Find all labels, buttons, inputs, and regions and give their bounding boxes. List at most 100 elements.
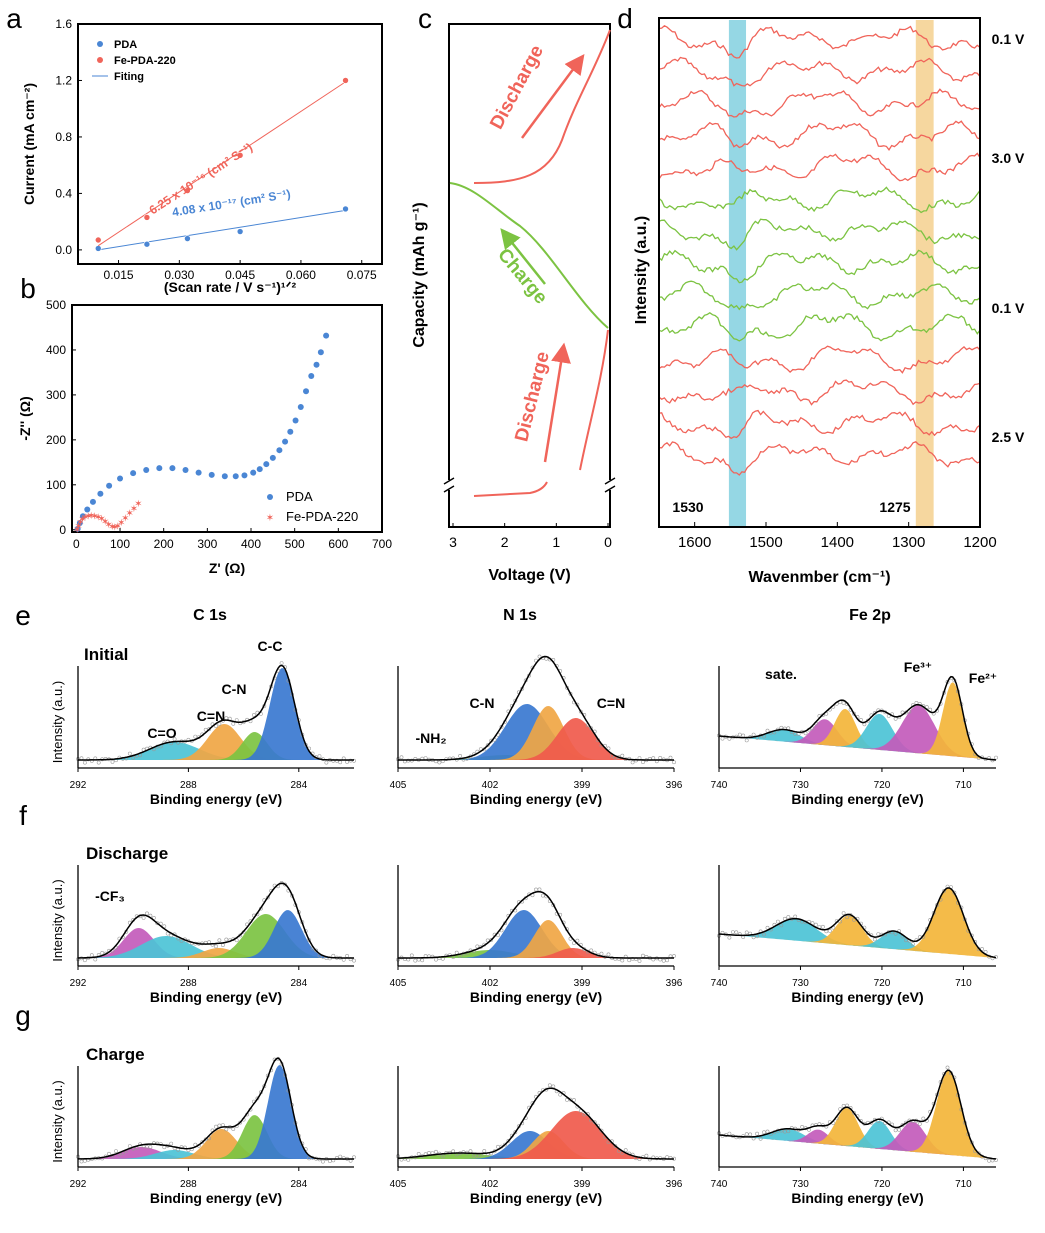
raw-data-point — [980, 947, 985, 951]
x-tick-label: 740 — [711, 780, 728, 791]
discharge-curve-bottom-b — [579, 329, 609, 471]
raw-data-point — [485, 743, 490, 748]
raw-data-point — [814, 922, 818, 927]
raw-data-point — [427, 1151, 431, 1155]
raw-data-point — [758, 1136, 763, 1141]
fitted-peak — [719, 915, 996, 958]
raw-data-point — [334, 758, 339, 763]
fitted-peak — [398, 1111, 674, 1159]
y-tick-label: 1.6 — [55, 17, 72, 31]
raw-data-point — [665, 958, 670, 963]
x-axis-label: Z' (Ω) — [209, 560, 245, 576]
band-1275 — [915, 20, 934, 527]
panel-letter-d: d — [617, 3, 633, 34]
raw-data-point — [630, 760, 635, 765]
x-tick-label: 0 — [73, 537, 80, 551]
data-point — [182, 466, 189, 473]
raw-data-point — [641, 953, 645, 958]
raw-data-point — [513, 1130, 518, 1135]
voltage-label: 3.0 V — [992, 150, 1025, 166]
peak-label: C-N — [470, 695, 495, 711]
raw-data-point — [893, 931, 898, 936]
data-point: ✶ — [87, 511, 95, 522]
x-tick-label: 710 — [955, 978, 972, 989]
fitted-peak — [78, 1065, 354, 1159]
raw-data-point — [169, 1141, 174, 1146]
raw-data-point — [131, 756, 136, 760]
raw-data-point — [627, 958, 632, 963]
raw-data-point — [485, 938, 490, 943]
raw-data-point — [672, 954, 676, 958]
x-tick-label: 288 — [180, 1179, 197, 1190]
raw-data-point — [551, 1084, 556, 1089]
raw-data-point — [220, 943, 225, 948]
fit-line — [98, 209, 346, 251]
raw-data-point — [644, 1153, 649, 1158]
raw-data-point — [506, 1139, 511, 1143]
raw-data-point — [203, 1137, 208, 1142]
data-point: ✶ — [117, 518, 125, 529]
raw-data-point — [672, 760, 676, 765]
x-tick-label: 1600 — [678, 534, 711, 551]
band-label: 1530 — [672, 499, 703, 515]
x-tick-label: 710 — [955, 780, 972, 791]
raw-data-point — [434, 1149, 438, 1154]
raw-data-point — [399, 755, 404, 760]
x-tick-label: 284 — [290, 978, 307, 989]
raw-data-point — [755, 1131, 760, 1136]
x-axis-label: Binding energy (eV) — [150, 1190, 282, 1206]
data-point — [250, 469, 257, 476]
x-axis-label: Binding energy (eV) — [150, 989, 282, 1005]
data-point — [89, 498, 96, 505]
raw-data-point — [207, 727, 212, 732]
raw-data-point — [620, 958, 625, 963]
envelope-line — [718, 675, 997, 761]
x-tick-label: 720 — [874, 1179, 891, 1190]
fitted-peak — [719, 918, 996, 958]
x-tick-label: 730 — [792, 780, 809, 791]
raw-data-point — [231, 1127, 236, 1131]
raw-data-point — [872, 937, 877, 942]
data-point — [236, 228, 244, 235]
raw-data-point — [744, 738, 749, 743]
axis-break — [445, 480, 453, 490]
spectrum-line — [658, 88, 981, 118]
raw-data-point — [582, 1112, 587, 1117]
raw-data-point — [606, 746, 611, 751]
y-tick-label: 200 — [46, 433, 66, 447]
voltage-label: 0.1 V — [992, 31, 1025, 47]
raw-data-point — [461, 1150, 466, 1155]
data-point — [303, 388, 310, 395]
legend-pda: PDA — [286, 489, 313, 504]
data-point — [256, 466, 263, 473]
raw-data-point — [283, 882, 287, 887]
panel-letter-b: b — [20, 273, 36, 304]
raw-data-point — [921, 1116, 926, 1121]
raw-data-point — [547, 1083, 552, 1088]
raw-data-point — [423, 756, 428, 761]
raw-data-point — [613, 1144, 618, 1149]
raw-data-point — [327, 1159, 332, 1164]
raw-data-point — [565, 1098, 569, 1102]
raw-data-point — [482, 1149, 487, 1153]
raw-data-point — [114, 1149, 118, 1154]
fitted-peak — [78, 936, 354, 958]
raw-data-point — [217, 938, 222, 943]
raw-data-point — [434, 957, 438, 962]
peak-label: sate. — [765, 666, 797, 682]
raw-data-point — [409, 953, 414, 958]
fitted-peak — [719, 729, 996, 760]
raw-data-point — [224, 937, 229, 942]
raw-data-point — [537, 887, 542, 892]
x-tick-label: 0.015 — [104, 268, 134, 282]
raw-data-point — [231, 721, 236, 726]
spectrum-line — [658, 280, 981, 311]
raw-data-point — [338, 1154, 343, 1159]
raw-data-point — [207, 1136, 212, 1141]
x-tick-label: 720 — [874, 978, 891, 989]
x-tick-label: 740 — [711, 978, 728, 989]
y-tick-label: 0.0 — [55, 243, 72, 257]
legend-fit: Fiting — [114, 71, 144, 83]
data-point: ✶ — [130, 504, 138, 515]
peak-label: C-N — [222, 681, 247, 697]
